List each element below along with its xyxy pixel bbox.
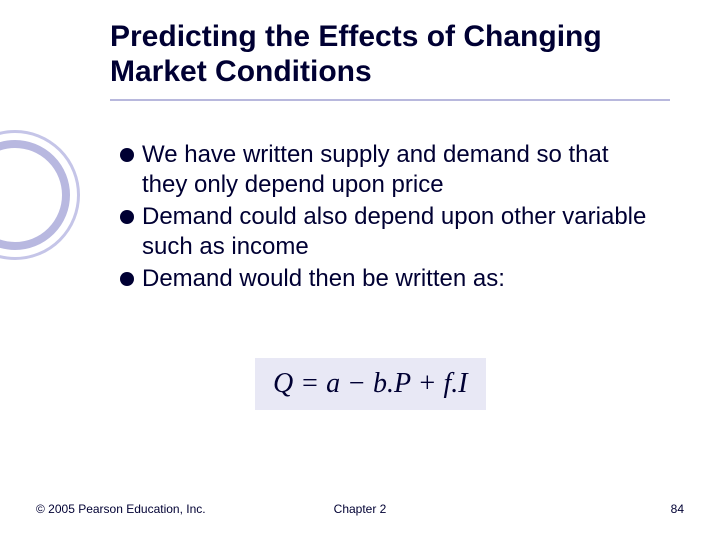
bullet-text: Demand would then be written as: <box>142 264 505 294</box>
slide-footer: © 2005 Pearson Education, Inc. Chapter 2… <box>0 502 720 516</box>
page-number: 84 <box>671 502 684 516</box>
bullet-icon <box>120 272 134 286</box>
title-area: Predicting the Effects of Changing Marke… <box>110 20 670 101</box>
bullet-item: Demand could also depend upon other vari… <box>120 202 660 262</box>
slide-decoration-rings <box>0 130 80 260</box>
title-underline <box>110 99 670 101</box>
bullet-item: We have written supply and demand so tha… <box>120 140 660 200</box>
chapter-label: Chapter 2 <box>334 502 387 516</box>
bullet-icon <box>120 210 134 224</box>
bullet-text: Demand could also depend upon other vari… <box>142 202 660 262</box>
slide-title: Predicting the Effects of Changing Marke… <box>110 20 670 89</box>
copyright-text: © 2005 Pearson Education, Inc. <box>36 502 206 516</box>
bullet-text: We have written supply and demand so tha… <box>142 140 660 200</box>
equation-box: Q = a − b.P + f.I <box>255 358 486 410</box>
equation: Q = a − b.P + f.I <box>273 368 468 400</box>
bullet-item: Demand would then be written as: <box>120 264 660 294</box>
bullet-icon <box>120 148 134 162</box>
bullet-list: We have written supply and demand so tha… <box>120 140 660 296</box>
